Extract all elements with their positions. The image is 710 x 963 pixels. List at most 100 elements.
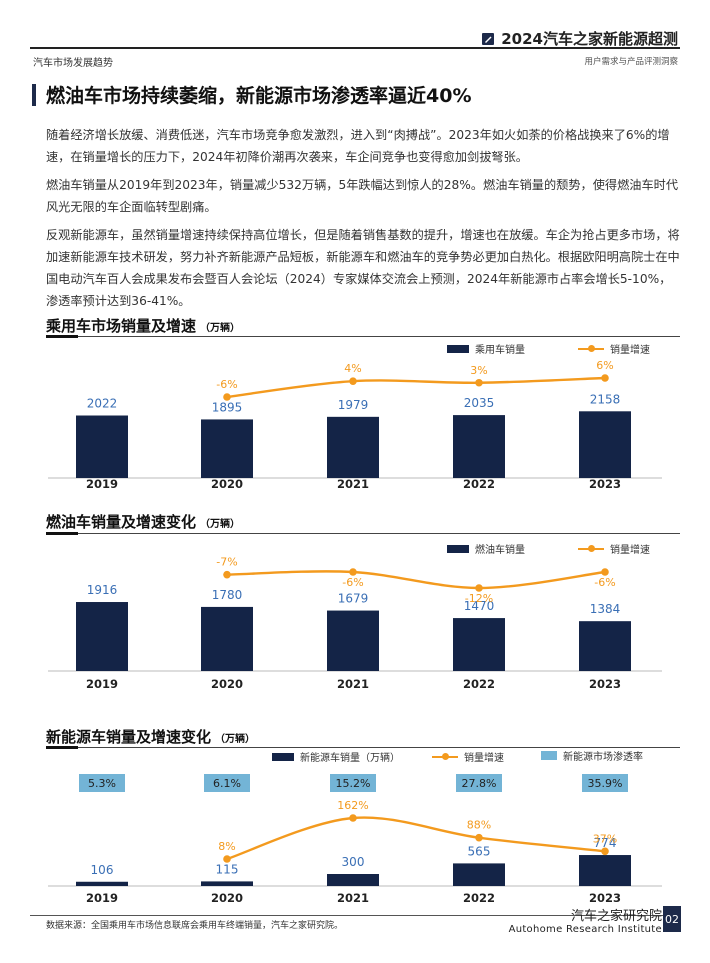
year-label: 2023 [589, 677, 621, 691]
bar-2020 [201, 419, 253, 478]
page-number: 02 [663, 906, 681, 932]
chart3-legend-line: 销量增速 [432, 749, 504, 764]
growth-point [223, 855, 231, 863]
chart2-legend-line: 销量增速 [578, 541, 650, 556]
page-title: 燃油车市场持续萎缩，新能源市场渗透率逼近40% [46, 85, 472, 107]
chart1-unit: （万辆） [200, 323, 241, 334]
paragraph-2: 燃油车销量从2019年到2023年，销量减少532万辆，5年跌幅达到惊人的28%… [46, 178, 679, 214]
bar-value-label: 774 [594, 836, 617, 850]
chart2-legend-bar-label: 燃油车销量 [475, 545, 525, 556]
year-label: 2020 [211, 477, 243, 491]
year-label: 2019 [86, 477, 118, 491]
chart1-rule [46, 336, 680, 337]
footer-rule [30, 915, 670, 916]
growth-label: -12% [465, 592, 493, 605]
bar-value-label: 106 [91, 863, 114, 877]
pen-note-icon [482, 32, 495, 45]
chart2-legend-bar: 燃油车销量 [447, 541, 525, 556]
data-source: 数据来源：全国乘用车市场信息联席会乘用车终端销量，汽车之家研究院。 [46, 921, 344, 931]
growth-point [475, 378, 483, 387]
bar-2019 [76, 602, 128, 671]
bar-value-label: 1679 [338, 592, 369, 606]
legend-badge-swatch [541, 751, 557, 760]
penetration-label: 15.2% [336, 777, 371, 790]
growth-point [223, 393, 231, 401]
header-brand-text: 2024汽车之家新能源超测 [501, 30, 678, 48]
chart3-rule [46, 747, 680, 748]
header-rule [30, 47, 680, 49]
bar-2023 [579, 621, 631, 671]
chart3-title: 新能源车销量及增速变化 （万辆） [46, 726, 255, 747]
chart2-title-text: 燃油车销量及增速变化 [46, 513, 197, 531]
paragraph-3: 反观新能源车，虽然销量增速持续保持高位增长，但是随着销售基数的提升，增速也在放缓… [46, 228, 680, 308]
legend-line-swatch [578, 344, 604, 352]
growth-label: -6% [342, 576, 363, 589]
legend-line-swatch [578, 544, 604, 552]
bar-2022 [453, 863, 505, 886]
chart1-legend-line-label: 销量增速 [610, 345, 650, 356]
legend-bar-swatch [272, 752, 294, 761]
chart3-unit: （万辆） [215, 734, 256, 745]
year-label: 2020 [211, 891, 243, 905]
legend-line-swatch [432, 752, 458, 760]
bar-2019 [76, 881, 128, 886]
header-subtitle: 用户需求与产品评测洞察 [584, 57, 678, 67]
chart3-plot: 106 2019 5.3% 115 2020 6.1% 300 2021 15.2% 565 202… [48, 774, 662, 905]
growth-line [226, 570, 606, 590]
growth-label: 3% [470, 364, 487, 377]
legend-bar-swatch [447, 344, 469, 353]
bar-value-label: 1384 [590, 602, 621, 616]
chart1-title-text: 乘用车市场销量及增速 [46, 317, 197, 335]
bar-value-label: 300 [342, 855, 365, 869]
chart3-legend-line-label: 销量增速 [464, 753, 504, 764]
year-label: 2019 [86, 677, 118, 691]
bar-2022 [453, 415, 505, 478]
chart2-plot: 1916 2019 1780 2020 1679 2021 1470 2022 1384 2023… [48, 556, 662, 691]
chart3-legend-bar-label: 新能源车销量（万辆） [300, 753, 400, 764]
chart1-plot: 2022 2019 1895 2020 1979 2021 2035 2022 2158 2023… [48, 359, 662, 491]
growth-line [226, 816, 606, 861]
growth-point [349, 814, 357, 822]
chart2-legend-line-label: 销量增速 [610, 545, 650, 556]
bar-2020 [201, 881, 253, 886]
penetration-badge [204, 774, 250, 792]
growth-label: -6% [594, 576, 615, 589]
year-label: 2022 [463, 477, 495, 491]
chart2-unit: （万辆） [200, 519, 241, 530]
growth-label: 4% [344, 362, 361, 375]
growth-label: 6% [596, 359, 613, 372]
penetration-badge [456, 774, 502, 792]
chart2-title: 燃油车销量及增速变化 （万辆） [46, 511, 240, 532]
bar-value-label: 1895 [212, 400, 243, 414]
penetration-badge [330, 774, 376, 792]
paragraph-1: 随着经济增长放缓、消费低迷，汽车市场竞争愈发激烈，进入到“肉搏战”。2023年如… [46, 128, 670, 164]
growth-point [601, 847, 609, 856]
bar-value-label: 115 [216, 862, 239, 876]
bar-2019 [76, 415, 128, 478]
year-label: 2021 [337, 477, 369, 491]
header-brand: 2024汽车之家新能源超测 [481, 28, 678, 49]
bar-2021 [327, 874, 379, 886]
penetration-label: 5.3% [88, 777, 116, 790]
year-label: 2021 [337, 677, 369, 691]
year-label: 2019 [86, 891, 118, 905]
penetration-label: 35.9% [588, 777, 623, 790]
chart1-legend-line: 销量增速 [578, 341, 650, 356]
chart1-rule-accent [46, 335, 78, 338]
year-label: 2022 [463, 677, 495, 691]
chart3-title-text: 新能源车销量及增速变化 [46, 728, 212, 746]
chart3-legend-bar: 新能源车销量（万辆） [272, 749, 400, 764]
bar-value-label: 2035 [464, 396, 495, 410]
year-label: 2023 [589, 891, 621, 905]
bar-value-label: 565 [468, 844, 491, 858]
year-label: 2022 [463, 891, 495, 905]
bar-value-label: 1780 [212, 588, 243, 602]
section-label: 汽车市场发展趋势 [33, 58, 113, 69]
growth-label: 162% [337, 799, 368, 812]
bar-value-label: 2158 [590, 392, 621, 406]
growth-label: 37% [593, 832, 617, 845]
chart3-rule-accent [46, 746, 78, 749]
chart1-legend-bar-label: 乘用车销量 [475, 345, 525, 356]
bar-2021 [327, 416, 379, 478]
growth-point [601, 374, 609, 382]
